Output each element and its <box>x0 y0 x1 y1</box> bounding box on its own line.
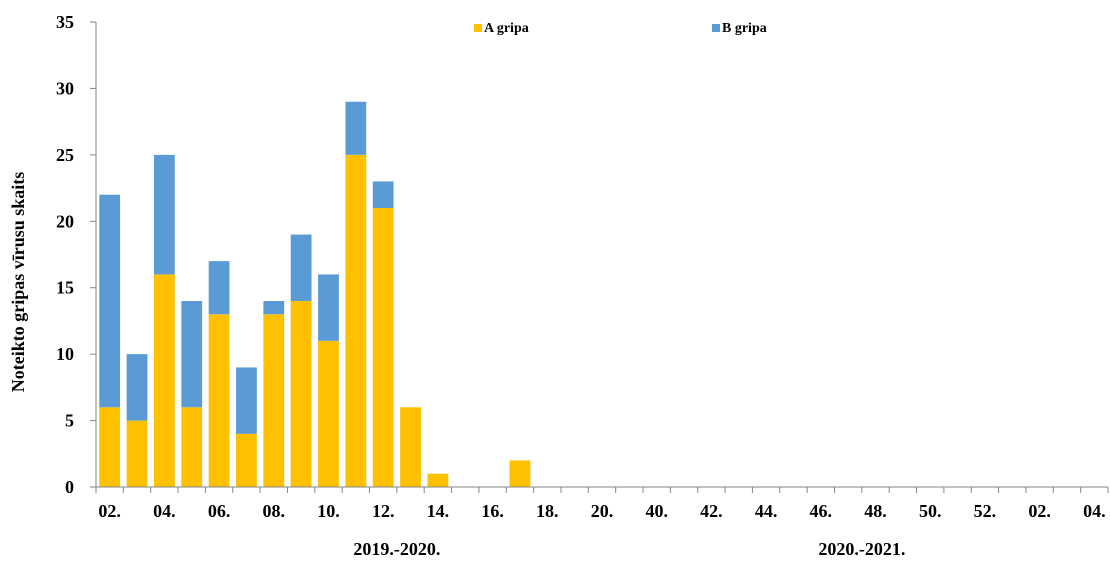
bar-a-gripa <box>509 460 531 487</box>
bar-a-gripa <box>345 154 367 487</box>
x-tick-label: 50. <box>919 501 942 521</box>
bar-a-gripa <box>400 407 421 487</box>
x-tick-label: 02. <box>98 501 121 521</box>
bar-b-gripa <box>290 234 312 301</box>
legend-swatch <box>712 24 720 32</box>
x-tick-label: 16. <box>481 501 504 521</box>
bar-series-group <box>99 101 531 487</box>
y-tick-label: 10 <box>56 344 74 364</box>
bar-b-gripa <box>236 367 257 434</box>
x-tick-label: 46. <box>810 501 833 521</box>
y-tick-label: 30 <box>56 78 74 98</box>
bar-b-gripa <box>208 261 230 315</box>
bar-a-gripa <box>427 473 449 487</box>
y-tick-label: 35 <box>56 12 74 32</box>
bar-a-gripa <box>153 274 175 487</box>
bar-a-gripa <box>290 301 312 487</box>
bar-b-gripa <box>126 354 148 421</box>
season-label: 2019.-2020. <box>353 539 440 559</box>
x-tick-label: 44. <box>755 501 778 521</box>
x-tick-label: 12. <box>372 501 395 521</box>
bar-b-gripa <box>153 154 175 275</box>
bar-a-gripa <box>181 407 203 487</box>
bar-b-gripa <box>181 301 203 408</box>
y-tick-label: 5 <box>65 411 74 431</box>
x-tick-label: 14. <box>427 501 450 521</box>
x-tick-label: 40. <box>645 501 668 521</box>
bar-a-gripa <box>208 314 230 487</box>
y-tick-label: 0 <box>65 477 74 497</box>
y-tick-label: 20 <box>56 211 74 231</box>
legend-label: A gripa <box>484 21 529 36</box>
bar-a-gripa <box>126 420 148 487</box>
y-axis: 0 5 10 15 20 25 30 35 <box>56 12 97 497</box>
legend-label: B gripa <box>722 21 767 36</box>
bar-a-gripa <box>236 433 257 487</box>
bar-b-gripa <box>345 101 367 155</box>
legend-swatch <box>474 24 482 32</box>
x-tick-label: 08. <box>263 501 286 521</box>
x-tick-label: 52. <box>974 501 997 521</box>
bar-a-gripa <box>263 314 285 487</box>
bar-a-gripa <box>372 208 394 487</box>
season-label: 2020.-2021. <box>818 539 905 559</box>
x-axis: 02. 04. 06. 08. 10. 12. 14. 16. 18. 20. 40. 42. 44. 4… <box>95 486 1109 559</box>
bar-b-gripa <box>318 274 339 341</box>
bar-a-gripa <box>99 407 121 487</box>
x-tick-label: 18. <box>536 501 559 521</box>
x-tick-label: 20. <box>591 501 614 521</box>
y-tick-label: 15 <box>56 278 74 298</box>
bar-b-gripa <box>263 301 285 315</box>
x-tick-label: 04. <box>153 501 176 521</box>
x-tick-label: 04. <box>1083 501 1106 521</box>
x-tick-label: 48. <box>864 501 887 521</box>
y-tick-label: 25 <box>56 145 74 165</box>
bar-a-gripa <box>318 340 339 487</box>
legend: A gripa B gripa <box>474 21 767 36</box>
x-tick-label: 10. <box>317 501 340 521</box>
bar-b-gripa <box>372 181 394 208</box>
x-tick-label: 06. <box>208 501 231 521</box>
x-tick-label: 02. <box>1028 501 1051 521</box>
x-tick-label: 42. <box>700 501 723 521</box>
y-axis-title: Noteikto gripas vīrusu skaits <box>8 172 28 393</box>
bar-b-gripa <box>99 194 121 408</box>
